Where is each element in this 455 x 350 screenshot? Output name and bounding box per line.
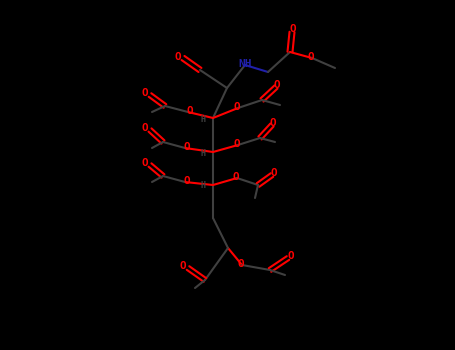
Text: O: O <box>184 142 190 152</box>
Text: H: H <box>201 148 206 158</box>
Text: O: O <box>233 139 240 149</box>
Text: O: O <box>273 80 280 90</box>
Text: O: O <box>180 261 187 271</box>
Text: O: O <box>238 259 244 269</box>
Text: O: O <box>233 102 240 112</box>
Text: O: O <box>290 24 296 34</box>
Text: O: O <box>270 118 276 128</box>
Text: NH: NH <box>238 59 252 69</box>
Text: H: H <box>201 114 206 124</box>
Text: O: O <box>142 88 148 98</box>
Text: O: O <box>288 251 294 261</box>
Text: O: O <box>184 176 190 186</box>
Text: O: O <box>187 106 193 116</box>
Text: O: O <box>142 158 148 168</box>
Text: H: H <box>201 182 206 190</box>
Text: O: O <box>308 52 314 62</box>
Text: O: O <box>271 168 278 178</box>
Text: O: O <box>142 123 148 133</box>
Text: O: O <box>175 52 182 62</box>
Text: O: O <box>233 172 239 182</box>
